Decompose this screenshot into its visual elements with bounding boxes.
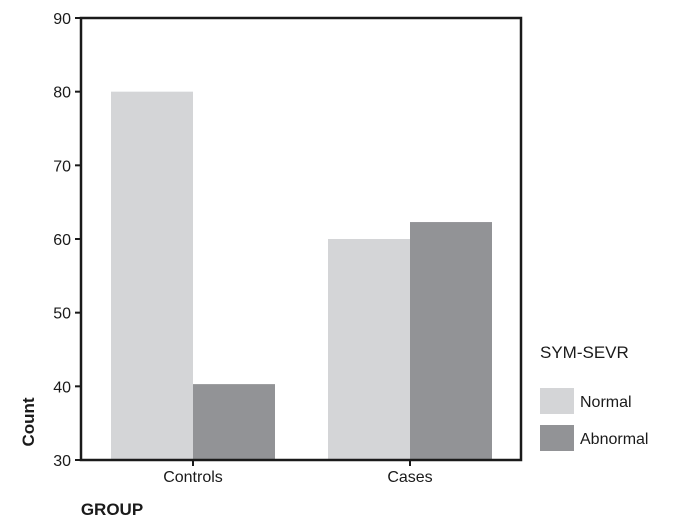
y-tick-label: 60 <box>53 232 71 249</box>
y-axis: 30 40 50 60 70 80 90 <box>53 11 81 470</box>
y-tick-label: 50 <box>53 306 71 323</box>
bar-abnormal-cases <box>410 222 492 460</box>
y-tick-label: 70 <box>53 158 71 175</box>
legend: SYM-SEVR Normal Abnormal <box>540 343 648 451</box>
bar-abnormal-controls <box>193 384 275 460</box>
y-tick-label: 80 <box>53 85 71 102</box>
y-tick-label: 90 <box>53 11 71 28</box>
y-axis-title: Count <box>19 397 38 446</box>
legend-swatch-normal <box>540 388 574 414</box>
bars-group <box>111 91 492 461</box>
x-axis-title: GROUP <box>81 500 143 519</box>
legend-title: SYM-SEVR <box>540 343 629 362</box>
y-tick-label: 30 <box>53 453 71 470</box>
y-tick-label: 40 <box>53 379 71 396</box>
bar-normal-cases <box>328 239 410 460</box>
legend-swatch-abnormal <box>540 425 574 451</box>
legend-label-normal: Normal <box>580 394 632 411</box>
x-tick-label: Controls <box>163 469 223 486</box>
x-tick-label: Cases <box>387 469 432 486</box>
legend-label-abnormal: Abnormal <box>580 431 648 448</box>
x-axis: Controls Cases <box>163 460 433 486</box>
bar-normal-controls <box>111 91 193 461</box>
